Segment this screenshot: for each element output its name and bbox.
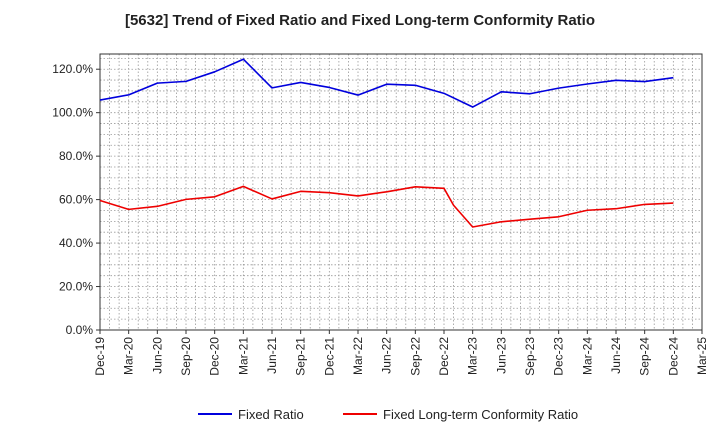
x-tick-label: Dec-21 (322, 337, 336, 376)
series-layer (99, 58, 674, 228)
legend-label-1: Fixed Ratio (238, 407, 304, 422)
x-tick-label: Dec-22 (437, 337, 451, 376)
y-tick-label: 100.0% (52, 106, 93, 120)
y-tick-label: 0.0% (66, 323, 94, 337)
x-tick-label: Mar-24 (580, 337, 594, 375)
series-line-2 (99, 185, 674, 228)
x-tick-label: Sep-22 (408, 337, 422, 376)
legend-label-2: Fixed Long-term Conformity Ratio (383, 407, 578, 422)
legend: Fixed Ratio Fixed Long-term Conformity Ra… (198, 407, 578, 422)
x-tick-label: Mar-23 (466, 337, 480, 375)
x-tick-label: Jun-24 (609, 337, 623, 374)
x-tick-label: Jun-21 (265, 337, 279, 374)
y-tick-label: 80.0% (59, 149, 93, 163)
x-tick-label: Jun-23 (494, 337, 508, 374)
x-tick-label: Jun-20 (150, 337, 164, 374)
grid-layer (100, 54, 702, 330)
x-tick-label: Sep-23 (523, 337, 537, 376)
x-tick-label: Sep-21 (294, 337, 308, 376)
x-tick-label: Mar-25 (695, 337, 709, 375)
x-tick-label: Mar-21 (236, 337, 250, 375)
chart-title: [5632] Trend of Fixed Ratio and Fixed Lo… (124, 12, 596, 29)
x-tick-label: Dec-20 (208, 337, 222, 376)
y-tick-label: 40.0% (59, 236, 93, 250)
x-tick-label: Mar-22 (351, 337, 365, 375)
x-tick-label: Mar-20 (122, 337, 136, 375)
x-tick-label: Jun-22 (380, 337, 394, 374)
y-tick-label: 60.0% (59, 193, 93, 207)
x-tick-label: Dec-24 (666, 337, 680, 376)
x-tick-label: Sep-20 (179, 337, 193, 376)
plot-frame (99, 53, 703, 331)
x-tick-label: Dec-23 (552, 337, 566, 376)
x-tick-label: Dec-19 (93, 337, 107, 376)
y-tick-label: 120.0% (52, 62, 93, 76)
series-line-1 (99, 58, 674, 108)
x-tick-label: Sep-24 (638, 337, 652, 376)
axis-layer: 0.0% 20.0% 40.0% 60.0% 80.0% 100.0% 120.0% Dec-… (52, 53, 709, 376)
y-tick-label: 20.0% (59, 280, 93, 294)
